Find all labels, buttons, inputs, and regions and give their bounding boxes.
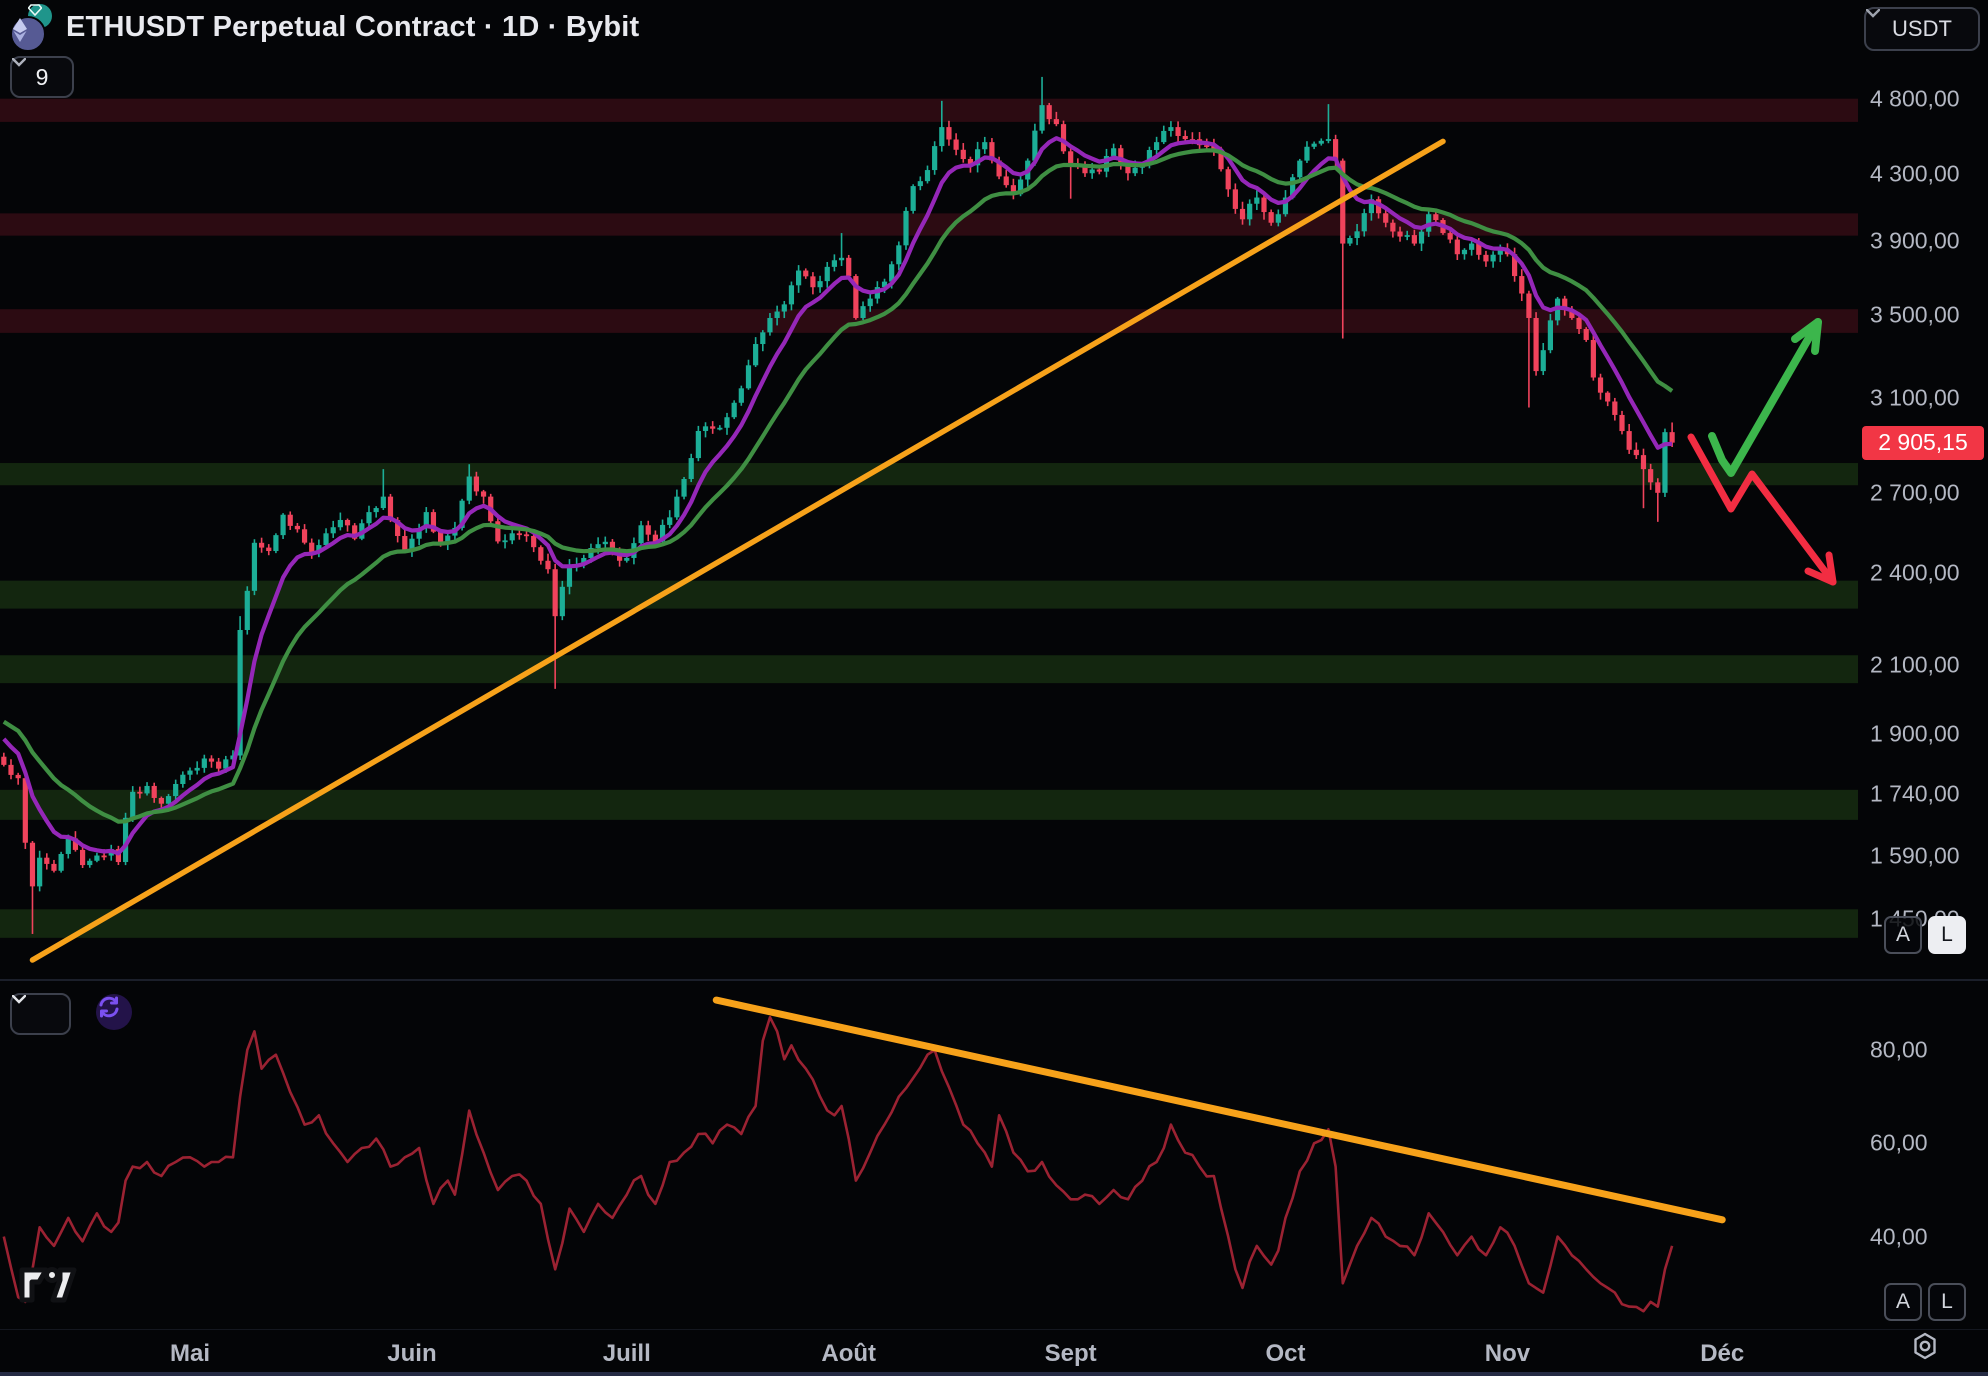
indicators-collapse-button[interactable]: 9 [10,56,74,98]
chevron-down-icon [12,995,26,1004]
month-label: Déc [1700,1340,1745,1367]
month-label: Oct [1265,1340,1306,1367]
pair-logo [8,4,56,52]
ema-fast [2,136,1673,856]
month-label: Août [821,1340,877,1367]
refresh-icon[interactable] [96,994,132,1030]
price-tick-label: 1 740,00 [1870,780,1960,807]
log-scale-button[interactable]: L [1928,916,1966,954]
currency-dropdown[interactable]: USDT [1864,7,1980,51]
price-tick-label: 2 100,00 [1870,651,1960,678]
month-label: Mai [169,1340,211,1367]
gear-icon[interactable] [1910,1331,1948,1369]
indicator-log-scale-button[interactable]: L [1928,1283,1966,1321]
price-tick-label: 4 800,00 [1870,85,1960,112]
pane-separator[interactable] [0,979,1988,981]
indicator-count: 9 [35,63,49,90]
price-tick-label: 1 900,00 [1870,720,1960,747]
indicator-pane-collapse-button[interactable] [10,993,71,1035]
indicator-scale-buttons: A L [1884,1283,1966,1321]
price-tick-label: 1 590,00 [1870,842,1960,869]
chevron-down-icon [12,58,26,67]
arrow-up [1708,318,1822,477]
indicator-auto-scale-button[interactable]: A [1884,1283,1922,1321]
price-tick-label: 3 900,00 [1870,227,1960,254]
current-price-badge: 2 905,15 [1862,425,1984,460]
price-tick-label: 2 700,00 [1870,479,1960,506]
main-scale-buttons: A L [1884,916,1966,954]
main-chart-pane[interactable] [0,0,1858,976]
time-axis-separator [0,1329,1988,1330]
price-tick-label: 3 100,00 [1870,384,1960,411]
currency-label: USDT [1892,16,1952,41]
trendline-up [29,138,1446,963]
indicator-tick-label: 40,00 [1870,1223,1928,1250]
window-edge [0,1372,1988,1376]
month-label: Juill [602,1340,651,1367]
ema-slow [2,148,1674,824]
indicator-line [2,1016,1674,1313]
symbol-header: ETHUSDT Perpetual Contract · 1D · Bybit [8,4,640,52]
month-label: Nov [1484,1340,1531,1367]
indicator-tick-label: 60,00 [1870,1129,1928,1156]
price-tick-label: 3 500,00 [1870,301,1960,328]
indicator-tick-label: 80,00 [1870,1036,1928,1063]
auto-scale-button[interactable]: A [1884,916,1922,954]
indicator-pane[interactable] [0,985,1858,1330]
price-tick-label: 4 300,00 [1870,160,1960,187]
page-title: ETHUSDT Perpetual Contract · 1D · Bybit [66,10,640,43]
arrow-down [1687,433,1837,586]
eth-logo-icon [10,16,46,52]
indicator-trendline [712,996,1726,1224]
chevron-down-icon [1866,9,1880,18]
month-label: Juin [387,1340,437,1367]
price-tick-label: 2 400,00 [1870,559,1960,586]
month-label: Sept [1044,1340,1097,1367]
